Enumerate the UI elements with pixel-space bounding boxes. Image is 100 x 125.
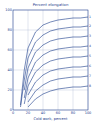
title: Percent elongation	[33, 2, 69, 7]
series-label: 1	[89, 15, 91, 19]
series-line	[24, 36, 88, 90]
x-axis-label: Cold work, percent	[34, 117, 68, 121]
x-tick-label: 60	[56, 111, 60, 115]
x-tick-label: 40	[41, 111, 45, 115]
plot-frame	[13, 10, 88, 110]
y-tick-label: 40	[8, 68, 12, 72]
series-label: 2	[89, 24, 91, 28]
series-line	[24, 46, 88, 98]
x-grid	[73, 10, 74, 110]
series-label: 6	[89, 64, 91, 68]
y-tick-label: 80	[8, 28, 12, 32]
series-line	[21, 26, 89, 107]
y-grid	[13, 30, 88, 31]
y-tick-label: 20	[8, 88, 12, 92]
x-tick-label: 20	[26, 111, 30, 115]
x-tick-label: 80	[71, 111, 75, 115]
x-tick-label: 0	[12, 111, 14, 115]
x-grid	[58, 10, 59, 110]
series-line	[28, 66, 88, 95]
series-line	[24, 56, 88, 104]
series-label: 5	[89, 54, 91, 58]
series-line	[28, 86, 88, 107]
x-tick-label: 100	[85, 111, 92, 115]
y-tick-label: 60	[8, 48, 12, 52]
y-grid	[13, 50, 88, 51]
series-label: 4	[89, 44, 91, 48]
series-label: 7	[89, 74, 91, 78]
series-label: 8	[89, 84, 91, 88]
chart: 02040608010002040608010012345678Percent …	[0, 0, 100, 125]
lines	[21, 17, 89, 107]
y-tick-label: 100	[5, 8, 12, 12]
series-label: 3	[89, 34, 91, 38]
